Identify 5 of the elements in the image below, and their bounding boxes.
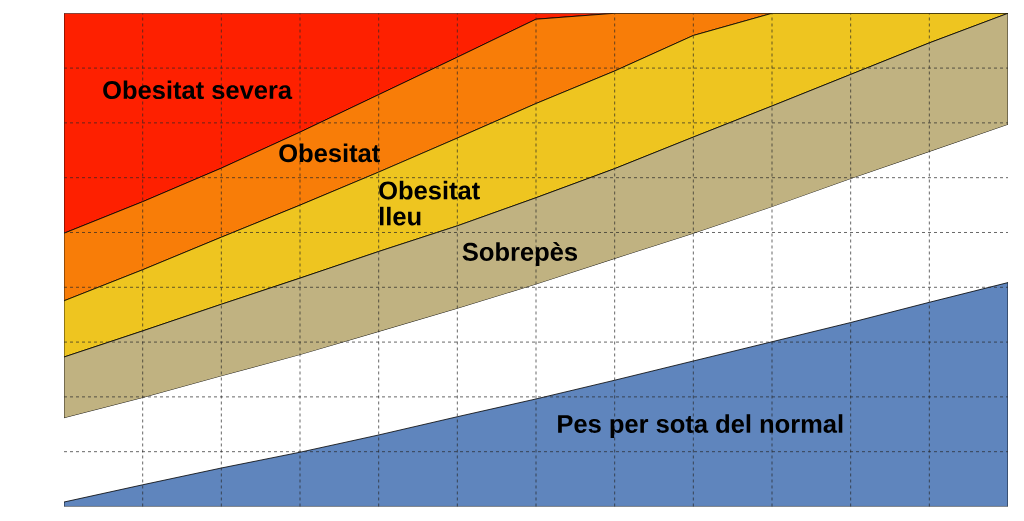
series-label: Obesitat severa [103, 80, 293, 100]
series-label: Sobrepès [462, 241, 578, 266]
series-label: Pes per sota del normal [558, 414, 843, 438]
series-label: Obesitat lleu [379, 180, 480, 226]
series-label: Obesitat [279, 143, 380, 163]
